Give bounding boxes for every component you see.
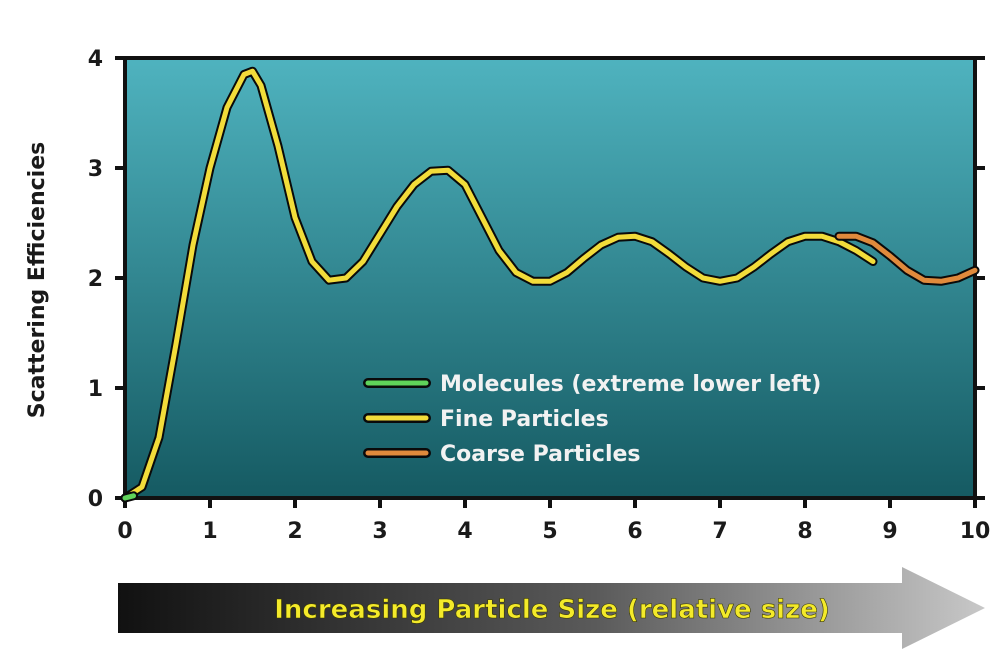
- x-tick-label: 8: [797, 519, 812, 544]
- y-tick-label: 2: [88, 267, 103, 292]
- x-axis-arrow: Increasing Particle Size (relative size): [118, 567, 985, 649]
- legend: Molecules (extreme lower left) Fine Parti…: [363, 372, 821, 467]
- x-tick-label: 0: [117, 519, 132, 544]
- y-axis-title: Scattering Efficiencies: [25, 142, 50, 418]
- legend-label: Molecules (extreme lower left): [440, 372, 821, 397]
- series-line-fine-particles: [122, 68, 876, 501]
- x-axis-title: Increasing Particle Size (relative size): [274, 595, 830, 625]
- x-tick-label: 3: [372, 519, 387, 544]
- y-tick-label: 3: [88, 157, 103, 182]
- y-tick-label: 0: [88, 487, 103, 512]
- x-tick-label: 9: [882, 519, 897, 544]
- series-line-coarse-particles: [836, 233, 978, 284]
- x-tick-label: 4: [457, 519, 472, 544]
- y-tick-label: 4: [88, 47, 103, 72]
- x-axis-arrow-shape: [118, 567, 985, 649]
- y-axis-tick-labels: 0 1 2 3 4: [88, 47, 103, 512]
- x-tick-label: 10: [960, 519, 991, 544]
- x-tick-label: 1: [202, 519, 217, 544]
- legend-label: Coarse Particles: [440, 442, 641, 467]
- x-tick-label: 2: [287, 519, 302, 544]
- y-tick-label: 1: [88, 377, 103, 402]
- legend-label: Fine Particles: [440, 407, 609, 432]
- x-axis-tick-labels: 0 1 2 3 4 5 6 7 8 9 10: [117, 519, 990, 544]
- series-lines: [120, 66, 980, 503]
- x-tick-label: 5: [542, 519, 557, 544]
- series-line-molecules: [122, 493, 136, 501]
- x-tick-label: 7: [712, 519, 727, 544]
- x-tick-label: 6: [627, 519, 642, 544]
- axis-ticks: [115, 56, 985, 508]
